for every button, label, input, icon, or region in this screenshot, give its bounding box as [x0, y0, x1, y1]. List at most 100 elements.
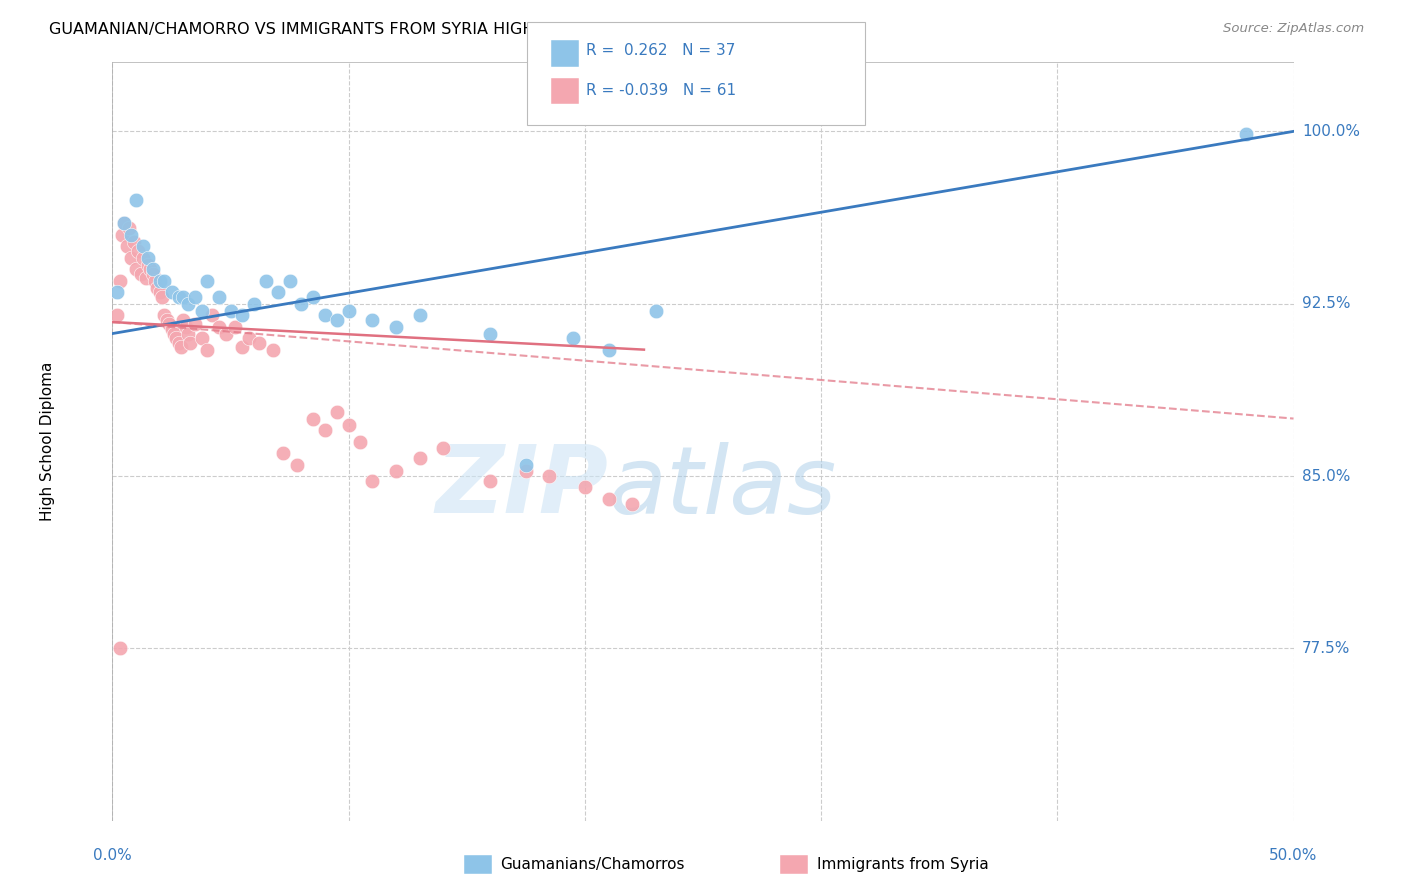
Text: Immigrants from Syria: Immigrants from Syria — [817, 857, 988, 871]
Point — [326, 312, 349, 326]
Point — [136, 258, 159, 272]
Point — [208, 290, 231, 304]
Point — [120, 227, 142, 242]
Point — [302, 290, 325, 304]
Point — [129, 267, 152, 281]
Text: Source: ZipAtlas.com: Source: ZipAtlas.com — [1223, 22, 1364, 36]
Point — [115, 239, 138, 253]
Point — [142, 267, 165, 281]
Point — [172, 312, 194, 326]
Point — [562, 331, 585, 345]
Point — [135, 271, 157, 285]
Point — [184, 290, 207, 304]
Point — [621, 497, 644, 511]
Point — [262, 343, 284, 357]
Point — [254, 274, 277, 288]
Text: Guamanians/Chamorros: Guamanians/Chamorros — [501, 857, 685, 871]
Point — [167, 290, 190, 304]
Point — [219, 303, 242, 318]
Text: 50.0%: 50.0% — [1270, 848, 1317, 863]
Point — [195, 274, 218, 288]
Point — [408, 450, 430, 465]
Point — [111, 227, 134, 242]
Point — [271, 446, 294, 460]
Point — [127, 244, 149, 258]
Point — [125, 194, 148, 208]
Point — [163, 326, 186, 341]
Point — [349, 434, 371, 449]
Point — [122, 235, 145, 249]
Point — [105, 285, 128, 300]
Point — [172, 290, 194, 304]
Point — [326, 405, 349, 419]
Point — [146, 280, 169, 294]
Point — [208, 319, 231, 334]
Point — [160, 322, 183, 336]
Point — [385, 319, 408, 334]
Text: R = -0.039   N = 61: R = -0.039 N = 61 — [586, 83, 737, 97]
Point — [644, 303, 666, 318]
Point — [479, 474, 502, 488]
Point — [361, 474, 384, 488]
Point — [314, 423, 336, 437]
Point — [479, 326, 502, 341]
Point — [142, 262, 165, 277]
Text: R =  0.262   N = 37: R = 0.262 N = 37 — [586, 44, 735, 58]
Point — [150, 290, 173, 304]
Point — [302, 411, 325, 425]
Point — [231, 340, 253, 354]
Point — [184, 318, 207, 332]
Point — [314, 308, 336, 322]
Point — [177, 326, 200, 341]
Point — [224, 319, 246, 334]
Point — [290, 296, 312, 310]
Point — [432, 442, 454, 456]
Point — [278, 274, 301, 288]
Point — [177, 296, 200, 310]
Point — [215, 326, 238, 341]
Point — [285, 458, 308, 472]
Point — [191, 331, 214, 345]
Text: 92.5%: 92.5% — [1302, 296, 1350, 311]
Point — [149, 285, 172, 300]
Point — [385, 464, 408, 478]
Text: High School Diploma: High School Diploma — [39, 362, 55, 521]
Point — [108, 274, 131, 288]
Point — [408, 308, 430, 322]
Point — [337, 303, 360, 318]
Point — [120, 251, 142, 265]
Point — [243, 296, 266, 310]
Point — [191, 303, 214, 318]
Point — [598, 491, 620, 506]
Point — [143, 274, 166, 288]
Point — [170, 340, 193, 354]
Text: 77.5%: 77.5% — [1302, 640, 1350, 656]
Point — [238, 331, 260, 345]
Point — [132, 239, 155, 253]
Point — [1234, 127, 1257, 141]
Point — [195, 343, 218, 357]
Point — [574, 481, 596, 495]
Text: 85.0%: 85.0% — [1302, 468, 1350, 483]
Point — [136, 251, 159, 265]
Text: GUAMANIAN/CHAMORRO VS IMMIGRANTS FROM SYRIA HIGH SCHOOL DIPLOMA CORRELATION CHAR: GUAMANIAN/CHAMORRO VS IMMIGRANTS FROM SY… — [49, 22, 863, 37]
Point — [156, 312, 179, 326]
Point — [157, 318, 180, 332]
Text: ZIP: ZIP — [436, 441, 609, 533]
Point — [179, 335, 201, 350]
Point — [201, 308, 224, 322]
Point — [153, 274, 176, 288]
Point — [118, 220, 141, 235]
Point — [153, 308, 176, 322]
Point — [515, 458, 537, 472]
Point — [231, 308, 253, 322]
Point — [247, 335, 270, 350]
Point — [361, 312, 384, 326]
Point — [538, 469, 561, 483]
Point — [337, 418, 360, 433]
Point — [267, 285, 290, 300]
Text: 100.0%: 100.0% — [1302, 124, 1360, 139]
Text: atlas: atlas — [609, 442, 837, 533]
Point — [167, 335, 190, 350]
Point — [105, 308, 128, 322]
